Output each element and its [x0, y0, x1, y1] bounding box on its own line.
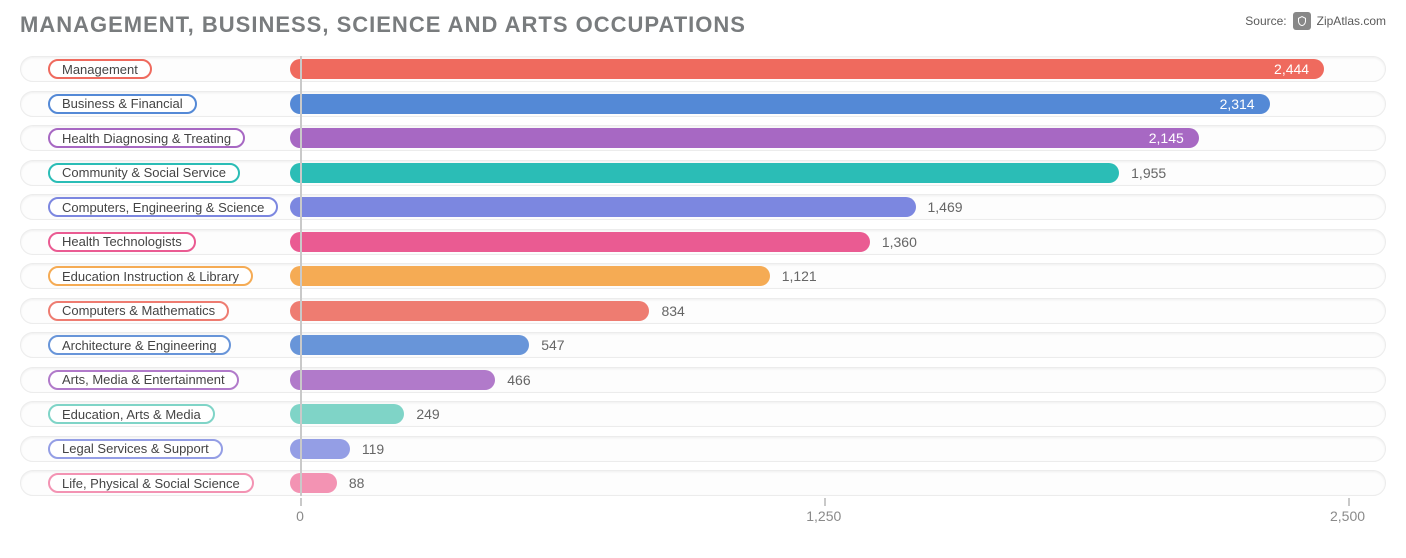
bar-row: Community & Social Service 1,955 [20, 160, 1386, 186]
bar-row: Legal Services & Support 119 [20, 436, 1386, 462]
bar-category-pill: Business & Financial [48, 94, 197, 114]
bar-category-pill: Legal Services & Support [48, 439, 223, 459]
bar-fill [290, 370, 495, 390]
bar-category-pill: Arts, Media & Entertainment [48, 370, 239, 390]
bar-fill [290, 404, 404, 424]
bar-value-label: 249 [416, 401, 439, 427]
axis-tick-label: 2,500 [1330, 508, 1365, 524]
bar-value-label: 2,145 [1149, 125, 1184, 151]
bar-value-label: 1,955 [1131, 160, 1166, 186]
bar-value-label: 1,360 [882, 229, 917, 255]
bar-fill [290, 94, 1270, 114]
bar-row: Health Diagnosing & Treating 2,145 [20, 125, 1386, 151]
bar-fill [290, 128, 1199, 148]
bar-category-pill: Community & Social Service [48, 163, 240, 183]
bar-value-label: 2,444 [1274, 56, 1309, 82]
bar-value-label: 2,314 [1220, 91, 1255, 117]
page-title: MANAGEMENT, BUSINESS, SCIENCE AND ARTS O… [20, 12, 746, 38]
bar-track [20, 436, 1386, 462]
bar-category-pill: Education, Arts & Media [48, 404, 215, 424]
axis-tick-label: 0 [296, 508, 304, 524]
bar-value-label: 547 [541, 332, 564, 358]
bar-row: Management 2,444 [20, 56, 1386, 82]
bars-container: Management 2,444 Business & Financial 2,314… [20, 56, 1386, 496]
bar-value-label: 1,121 [782, 263, 817, 289]
bar-fill [290, 232, 870, 252]
bar-category-pill: Management [48, 59, 152, 79]
x-axis: 0 1,250 2,500 [20, 496, 1386, 536]
bar-fill [290, 266, 770, 286]
bar-row: Education Instruction & Library 1,121 [20, 263, 1386, 289]
bar-row: Business & Financial 2,314 [20, 91, 1386, 117]
bar-value-label: 834 [661, 298, 684, 324]
source-icon [1293, 12, 1311, 30]
axis-tick [300, 498, 302, 506]
source-attribution: Source: ZipAtlas.com [1245, 12, 1386, 30]
bar-row: Education, Arts & Media 249 [20, 401, 1386, 427]
bar-row: Arts, Media & Entertainment 466 [20, 367, 1386, 393]
bar-fill [290, 59, 1324, 79]
bar-category-pill: Computers, Engineering & Science [48, 197, 278, 217]
bar-fill [290, 301, 649, 321]
bar-value-label: 466 [507, 367, 530, 393]
bar-fill [290, 473, 337, 493]
zero-axis-line [300, 56, 302, 496]
bar-category-pill: Health Diagnosing & Treating [48, 128, 245, 148]
axis-tick [1348, 498, 1350, 506]
bar-fill [290, 163, 1119, 183]
source-label: Source: [1245, 14, 1286, 28]
bar-fill [290, 335, 529, 355]
bar-category-pill: Health Technologists [48, 232, 196, 252]
bar-row: Health Technologists 1,360 [20, 229, 1386, 255]
bar-value-label: 88 [349, 470, 365, 496]
source-name: ZipAtlas.com [1317, 14, 1386, 28]
bar-category-pill: Life, Physical & Social Science [48, 473, 254, 493]
bar-category-pill: Computers & Mathematics [48, 301, 229, 321]
bar-category-pill: Education Instruction & Library [48, 266, 253, 286]
bar-category-pill: Architecture & Engineering [48, 335, 231, 355]
bar-track [20, 401, 1386, 427]
bar-fill [290, 439, 350, 459]
bar-row: Life, Physical & Social Science 88 [20, 470, 1386, 496]
bar-value-label: 119 [362, 436, 384, 462]
bar-value-label: 1,469 [928, 194, 963, 220]
bar-fill [290, 197, 916, 217]
axis-tick [824, 498, 826, 506]
bar-row: Computers, Engineering & Science 1,469 [20, 194, 1386, 220]
bar-row: Architecture & Engineering 547 [20, 332, 1386, 358]
bar-row: Computers & Mathematics 834 [20, 298, 1386, 324]
axis-tick-label: 1,250 [806, 508, 841, 524]
occupations-bar-chart: Management 2,444 Business & Financial 2,314… [20, 56, 1386, 536]
